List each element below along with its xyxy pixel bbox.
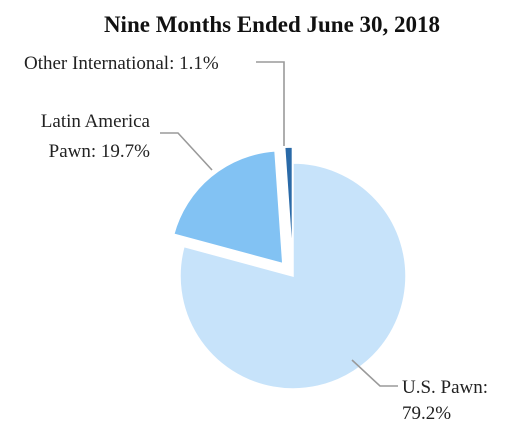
leader-line-other-international [256, 61, 285, 146]
leader-line-us-pawn [351, 359, 398, 387]
slice-other-international [283, 146, 294, 261]
slice-us-pawn [179, 162, 407, 390]
label-latin-america-line1: Latin America [41, 111, 151, 132]
pie-slices [172, 146, 407, 390]
label-us-pawn-line1: U.S. Pawn: [402, 377, 488, 398]
label-latin-america-line2: Pawn: 19.7% [49, 141, 151, 162]
slice-latin-america [172, 150, 284, 265]
chart-title: Nine Months Ended June 30, 2018 [104, 12, 440, 37]
label-us-pawn-line2: 79.2% [402, 403, 451, 424]
label-other-international: Other International: 1.1% [24, 53, 219, 74]
leader-line-latin-america [160, 132, 213, 171]
